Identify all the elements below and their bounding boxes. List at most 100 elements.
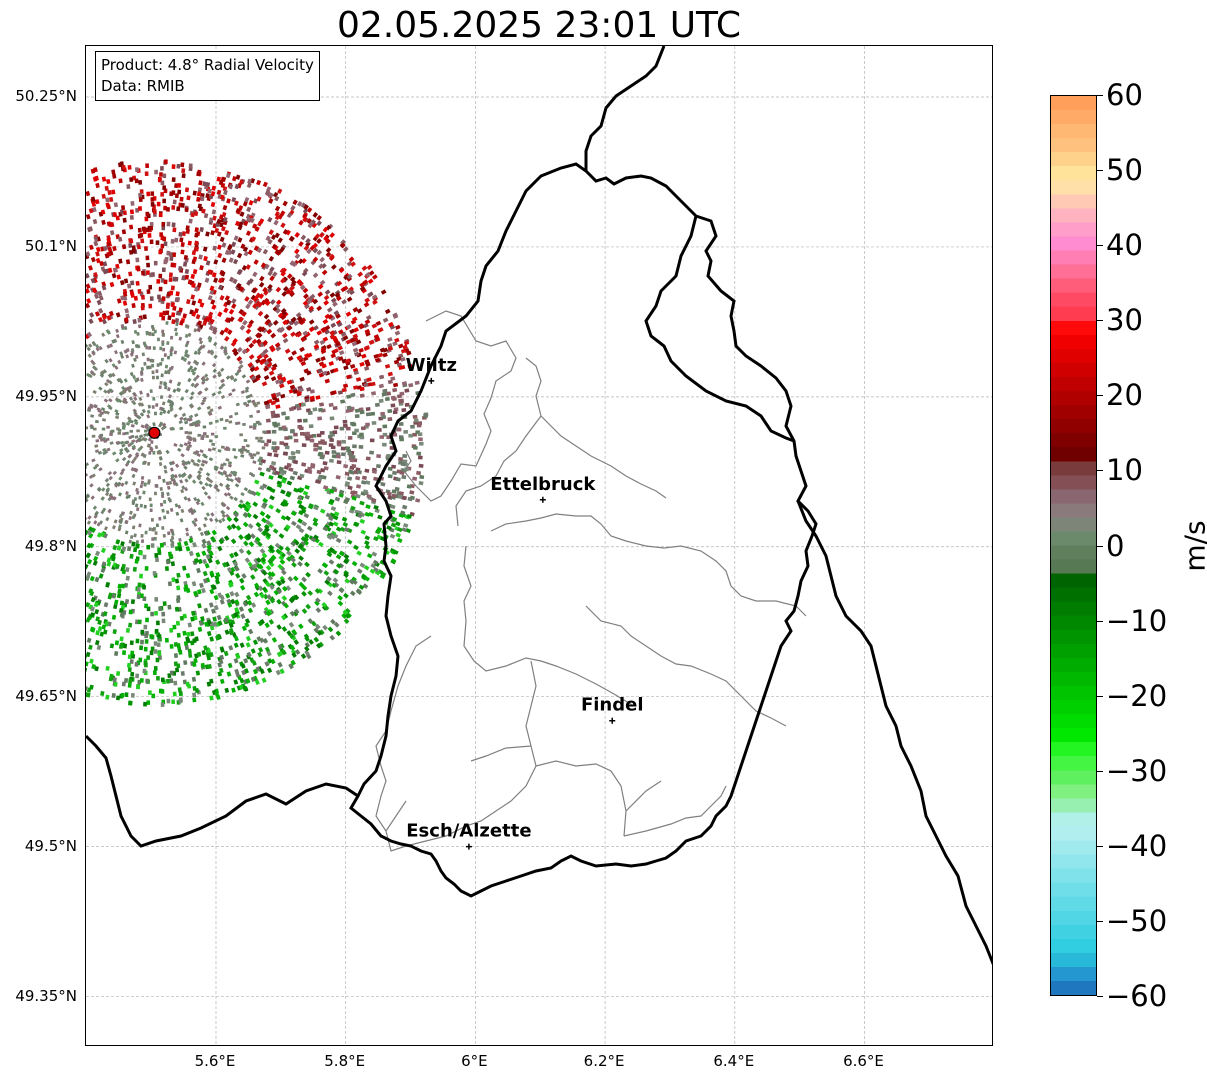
velocity-pixel — [94, 311, 101, 317]
velocity-pixel — [148, 497, 152, 502]
velocity-pixel — [224, 447, 229, 451]
velocity-pixel — [139, 593, 144, 599]
velocity-pixel — [274, 211, 280, 217]
velocity-pixel — [292, 389, 299, 394]
velocity-pixel — [104, 268, 110, 274]
velocity-pixel — [252, 639, 259, 646]
velocity-pixel — [279, 210, 286, 217]
velocity-pixel — [271, 429, 277, 434]
velocity-pixel — [187, 360, 192, 366]
velocity-pixel — [214, 435, 219, 439]
velocity-pixel — [127, 494, 131, 499]
colorbar-tick-label: −30 — [1106, 753, 1168, 788]
velocity-pixel — [343, 618, 350, 625]
velocity-pixel — [314, 623, 321, 630]
velocity-pixel — [261, 552, 268, 559]
velocity-pixel — [202, 181, 207, 187]
velocity-pixel — [196, 476, 202, 481]
velocity-pixel — [290, 205, 296, 211]
velocity-pixel — [211, 272, 217, 278]
velocity-pixel — [129, 535, 134, 540]
velocity-pixel — [86, 372, 91, 378]
velocity-pixel — [106, 330, 111, 335]
velocity-pixel — [238, 606, 245, 612]
velocity-pixel — [190, 368, 195, 374]
velocity-pixel — [146, 443, 151, 448]
velocity-pixel — [313, 344, 320, 350]
velocity-pixel — [154, 628, 159, 634]
velocity-pixel — [116, 427, 120, 431]
velocity-pixel — [161, 422, 167, 428]
velocity-pixel — [160, 373, 164, 378]
velocity-pixel — [108, 592, 113, 598]
velocity-pixel — [98, 295, 104, 301]
velocity-pixel — [197, 473, 202, 479]
velocity-pixel — [327, 626, 334, 633]
velocity-pixel — [217, 390, 222, 395]
velocity-pixel — [100, 370, 105, 375]
velocity-pixel — [249, 453, 254, 458]
velocity-pixel — [182, 417, 188, 422]
velocity-pixel — [231, 687, 236, 693]
velocity-pixel — [160, 180, 165, 186]
velocity-pixel — [88, 343, 93, 348]
velocity-pixel — [156, 279, 161, 284]
velocity-pixel — [322, 441, 327, 446]
velocity-pixel — [242, 401, 248, 406]
velocity-pixel — [111, 692, 116, 698]
velocity-pixel — [104, 358, 109, 364]
velocity-pixel — [86, 558, 93, 565]
velocity-pixel — [330, 530, 337, 537]
velocity-pixel — [365, 422, 370, 427]
velocity-pixel — [99, 260, 104, 267]
velocity-pixel — [238, 534, 244, 540]
velocity-pixel — [289, 596, 296, 602]
velocity-pixel — [407, 363, 413, 369]
velocity-pixel — [91, 341, 97, 347]
velocity-pixel — [255, 451, 260, 455]
velocity-pixel — [346, 273, 353, 280]
velocity-pixel — [131, 444, 136, 450]
velocity-pixel — [340, 239, 346, 246]
velocity-pixel — [159, 487, 163, 491]
velocity-pixel — [125, 354, 130, 359]
velocity-pixel — [273, 589, 280, 596]
velocity-pixel — [240, 454, 245, 458]
velocity-pixel — [305, 571, 311, 578]
velocity-pixel — [134, 421, 139, 426]
velocity-pixel — [164, 637, 169, 643]
velocity-pixel — [327, 313, 334, 320]
velocity-pixel — [97, 316, 104, 323]
velocity-pixel — [252, 271, 258, 278]
velocity-pixel — [115, 440, 120, 445]
velocity-pixel — [155, 403, 159, 407]
velocity-pixel — [138, 179, 143, 185]
velocity-pixel — [270, 554, 277, 561]
velocity-pixel — [119, 519, 123, 525]
velocity-pixel — [180, 453, 185, 458]
map-panel[interactable]: Wiltz Ettelbruck Findel Esch/Alzette — [85, 45, 993, 1046]
velocity-pixel — [345, 426, 351, 431]
velocity-pixel — [149, 508, 153, 512]
luxembourg-border — [349, 162, 818, 898]
velocity-pixel — [301, 258, 307, 264]
velocity-pixel — [274, 205, 281, 212]
velocity-pixel — [233, 511, 239, 518]
velocity-pixel — [306, 525, 313, 532]
velocity-pixel — [277, 643, 284, 650]
velocity-pixel — [288, 621, 295, 628]
velocity-pixel — [241, 669, 247, 676]
velocity-pixel — [94, 419, 99, 424]
velocity-pixel — [188, 537, 194, 544]
velocity-pixel — [186, 460, 192, 465]
velocity-pixel — [209, 695, 214, 701]
velocity-pixel — [197, 347, 202, 353]
velocity-pixel — [248, 541, 255, 547]
velocity-pixel — [187, 431, 192, 435]
velocity-pixel — [313, 339, 320, 345]
velocity-pixel — [109, 343, 114, 348]
velocity-pixel — [145, 211, 150, 217]
velocity-pixel — [174, 237, 179, 243]
velocity-pixel — [177, 189, 182, 195]
